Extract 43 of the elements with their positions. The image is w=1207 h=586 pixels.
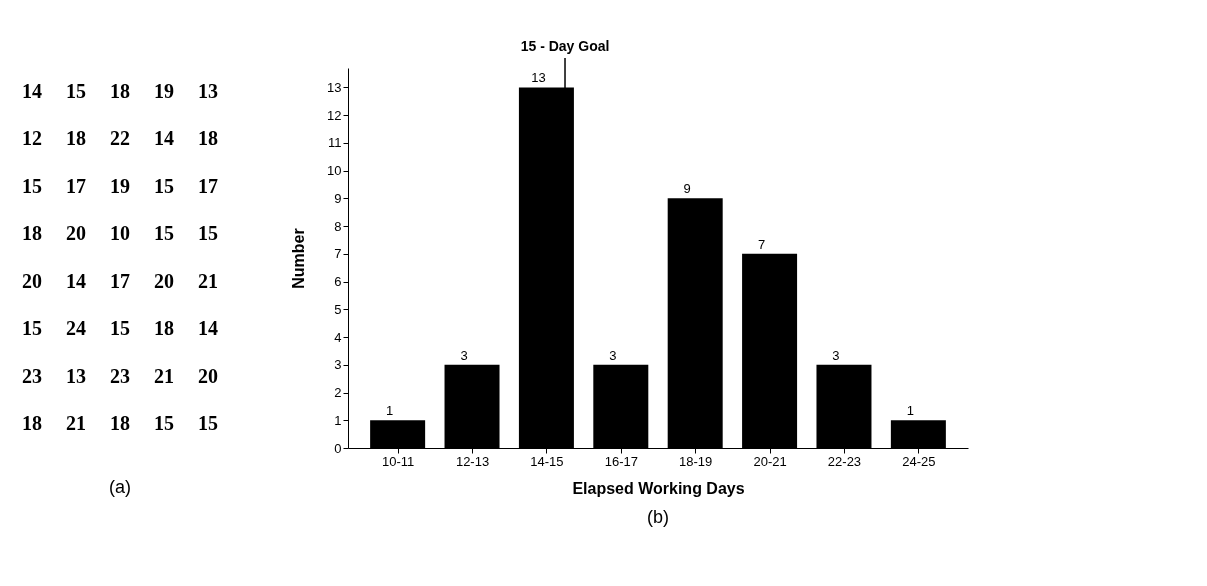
- y-tick-label: 6: [334, 274, 342, 290]
- text: 18 21 18 15 15: [22, 412, 218, 435]
- text: (b): [647, 507, 669, 527]
- ref-line-label: 15 - Day Goal: [520, 38, 610, 54]
- y-tick-label: 7: [334, 246, 342, 262]
- x-axis-title: Elapsed Working Days: [572, 479, 745, 497]
- text: (a): [109, 477, 131, 497]
- x-tick-label: 22-23: [827, 453, 862, 469]
- text: 23 13 23 21 20: [22, 364, 218, 387]
- data-label: 9: [683, 181, 691, 197]
- data-label: 7: [757, 236, 766, 252]
- text: 18 20 10 15 15: [22, 222, 218, 245]
- y-tick-label: 2: [334, 385, 342, 401]
- y-axis-title: Number: [290, 228, 308, 289]
- y-tick-label: 10: [327, 163, 342, 179]
- y-tick-label: 1: [334, 412, 342, 428]
- x-tick-label: 14-15: [530, 453, 564, 469]
- x-tick-label: 10-11: [381, 453, 415, 469]
- y-tick-label: 0: [334, 440, 342, 456]
- y-tick-label: 11: [328, 135, 342, 151]
- text: 15 17 19 15 17: [22, 174, 218, 197]
- data-label: 1: [906, 403, 914, 419]
- y-tick-label: 4: [334, 329, 342, 345]
- x-tick-label: 20-21: [753, 453, 787, 469]
- text: 12 18 22 14 18: [22, 127, 218, 150]
- text: 20 14 17 20 21: [22, 269, 218, 292]
- data-label: 3: [609, 347, 617, 363]
- text: 14 15 18 19 13: [22, 79, 218, 102]
- y-tick-label: 5: [334, 301, 342, 317]
- y-tick-label: 13: [327, 79, 342, 95]
- data-label: 13: [531, 70, 546, 86]
- y-tick-label: 12: [327, 107, 342, 123]
- x-tick-label: 18-19: [679, 453, 713, 469]
- y-tick-label: 3: [334, 357, 342, 373]
- data-label: 1: [386, 403, 394, 419]
- y-tick-label: 9: [334, 190, 342, 206]
- data-label: 3: [460, 347, 468, 363]
- x-tick-label: 24-25: [902, 453, 936, 469]
- x-tick-label: 12-13: [455, 453, 490, 469]
- text: 15 24 15 18 14: [22, 317, 218, 340]
- y-tick-label: 8: [334, 218, 342, 234]
- x-tick-label: 16-17: [604, 453, 638, 469]
- data-label: 3: [832, 347, 840, 363]
